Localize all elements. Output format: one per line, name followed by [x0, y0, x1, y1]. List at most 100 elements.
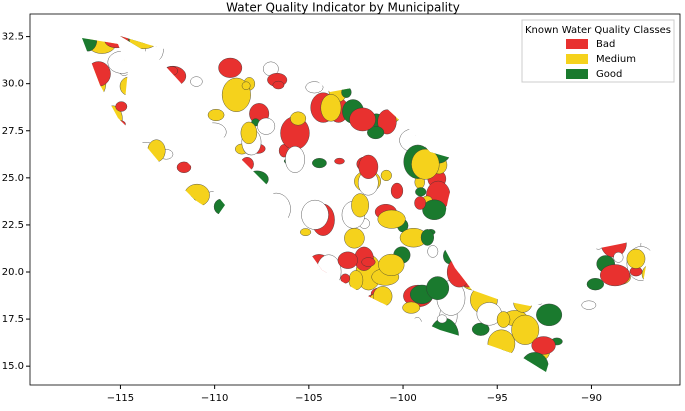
municipality — [159, 321, 178, 336]
municipality — [619, 360, 631, 369]
municipality — [378, 40, 388, 48]
municipality — [173, 110, 202, 147]
municipality — [520, 255, 532, 263]
municipality — [645, 344, 652, 362]
y-tick-label: 27.5 — [2, 126, 24, 137]
municipality — [106, 198, 118, 208]
municipality — [348, 270, 364, 291]
municipality — [113, 186, 126, 195]
municipality — [535, 275, 554, 295]
municipality — [557, 233, 567, 241]
municipality — [469, 50, 494, 78]
municipality — [245, 170, 269, 188]
municipality — [443, 247, 456, 265]
municipality — [82, 74, 99, 103]
municipality — [289, 36, 320, 56]
municipality — [473, 87, 484, 95]
municipality — [641, 263, 652, 285]
municipality — [314, 67, 330, 78]
municipality — [383, 72, 397, 88]
municipality — [129, 56, 140, 66]
municipality — [515, 268, 540, 300]
legend-label: Bad — [596, 39, 615, 50]
municipality — [200, 122, 227, 142]
municipality — [82, 202, 106, 229]
municipality — [377, 109, 397, 135]
municipality — [158, 82, 174, 93]
municipality — [517, 193, 532, 208]
municipality — [555, 197, 568, 209]
municipality — [349, 107, 376, 132]
municipality — [448, 36, 461, 48]
municipality — [359, 349, 383, 363]
municipality — [535, 265, 559, 284]
municipality — [474, 211, 499, 236]
municipality — [613, 229, 632, 244]
municipality — [557, 88, 570, 97]
municipality — [213, 198, 229, 215]
municipality — [334, 157, 345, 165]
municipality — [261, 192, 291, 225]
municipality — [372, 68, 386, 83]
municipality — [274, 36, 289, 46]
municipality — [638, 160, 652, 189]
municipality — [486, 98, 496, 109]
municipality — [206, 163, 222, 183]
municipality — [247, 302, 278, 330]
x-tick-label: −105 — [295, 393, 322, 404]
municipality — [167, 85, 188, 113]
municipality — [139, 220, 166, 252]
municipality — [607, 357, 627, 372]
municipality — [301, 291, 327, 314]
municipality — [82, 79, 88, 94]
municipality — [528, 251, 539, 263]
municipality — [315, 320, 338, 347]
legend: Known Water Quality Classes Bad Medium Goo… — [521, 19, 675, 83]
municipality — [205, 340, 214, 349]
municipality — [447, 72, 476, 90]
municipality — [511, 314, 540, 345]
municipality — [148, 61, 162, 74]
municipality — [482, 154, 497, 165]
municipality — [413, 357, 429, 369]
municipality — [533, 237, 544, 245]
municipality — [88, 97, 103, 109]
municipality — [312, 52, 326, 68]
municipality — [458, 194, 469, 205]
municipality — [579, 148, 604, 167]
municipality — [358, 154, 379, 179]
municipality — [82, 239, 91, 258]
municipality — [192, 359, 209, 372]
municipality — [558, 352, 577, 366]
municipality — [558, 102, 581, 132]
x-tick-label: −110 — [201, 393, 228, 404]
municipality — [167, 235, 177, 242]
municipality — [495, 167, 509, 177]
municipality — [286, 332, 312, 365]
municipality — [626, 248, 646, 269]
municipality — [427, 113, 453, 142]
municipality — [367, 125, 385, 140]
legend-label: Medium — [596, 54, 636, 65]
municipality — [99, 286, 115, 299]
municipality — [130, 191, 160, 217]
municipality — [388, 338, 414, 366]
municipality — [437, 74, 455, 88]
municipality — [343, 41, 372, 77]
municipality — [558, 226, 578, 245]
municipality — [290, 111, 307, 126]
municipality — [104, 36, 129, 49]
municipality — [592, 234, 605, 250]
municipality — [321, 48, 350, 71]
municipality — [135, 221, 158, 239]
municipality — [582, 121, 604, 147]
municipality — [324, 46, 335, 60]
municipality — [484, 236, 506, 262]
municipality — [378, 253, 405, 276]
municipality — [152, 272, 174, 286]
municipality — [257, 117, 276, 135]
municipality — [285, 146, 305, 173]
municipality — [603, 345, 630, 363]
municipality — [469, 36, 498, 54]
